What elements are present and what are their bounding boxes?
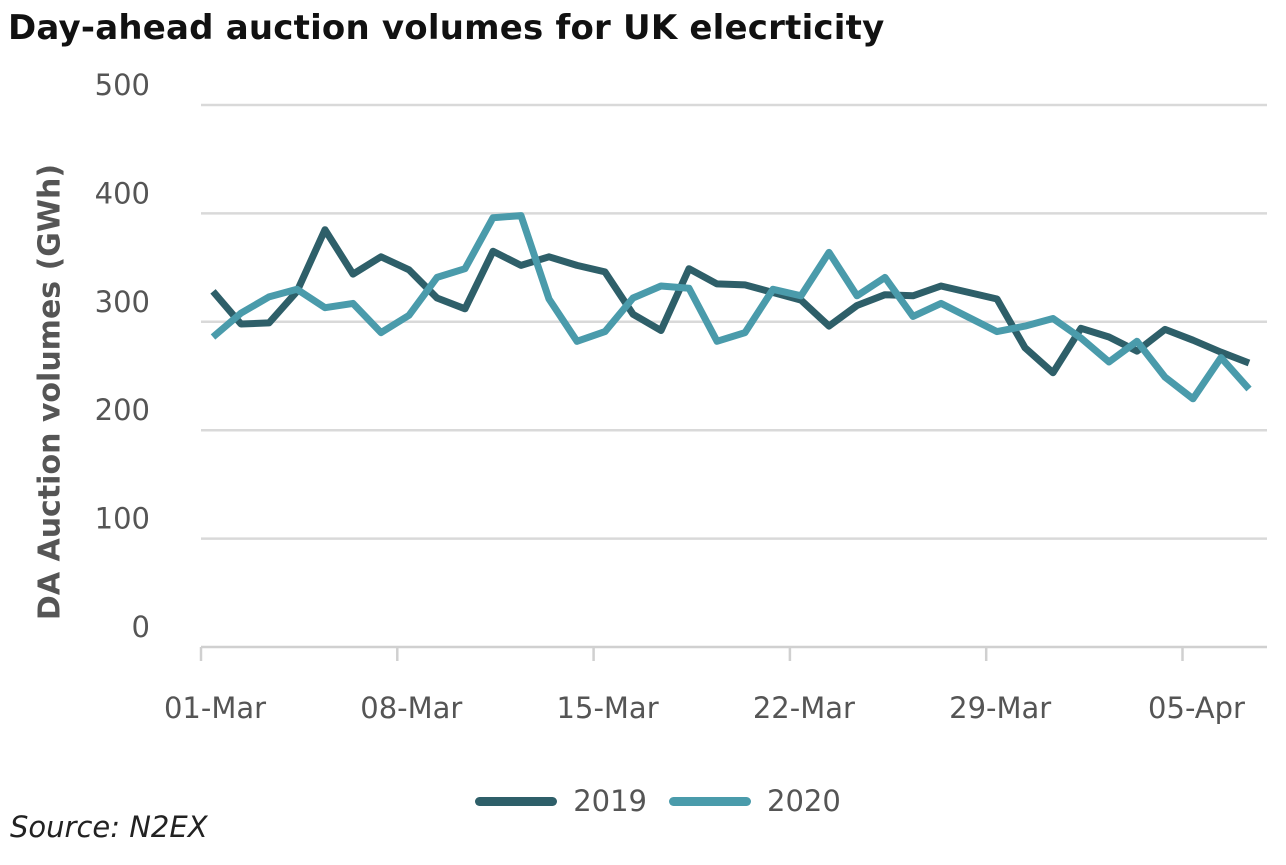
legend-label-2020: 2020: [767, 784, 841, 818]
x-tick-label: 29-Mar: [949, 691, 1051, 725]
x-tick-label: 15-Mar: [557, 691, 659, 725]
chart-title: Day-ahead auction volumes for UK elecrti…: [8, 8, 885, 48]
legend-swatch-2019: [475, 796, 558, 806]
x-tick-label: 05-Apr: [1148, 691, 1245, 725]
x-tick-label: 01-Mar: [164, 691, 266, 725]
y-tick-label: 100: [95, 502, 150, 536]
legend-swatch-2020: [669, 796, 751, 806]
y-tick-label: 300: [95, 285, 150, 319]
y-axis-title: DA Auction volumes (GWh): [33, 164, 68, 620]
legend-label-2019: 2019: [573, 784, 647, 818]
legend-item-2020: 2020: [669, 784, 841, 818]
y-tick-label: 500: [95, 68, 150, 102]
y-axis-ticks: 0 100 200 300 400 500: [95, 68, 150, 644]
x-axis-ticks: 01-Mar 08-Mar 15-Mar 22-Mar 29-Mar 05-Apr: [164, 647, 1245, 725]
y-tick-label: 400: [95, 176, 150, 210]
x-tick-label: 22-Mar: [753, 691, 855, 725]
gridlines: [201, 103, 1267, 540]
series-line-2020: [210, 212, 1252, 403]
y-tick-label: 200: [95, 393, 150, 427]
legend-item-2019: 2019: [475, 784, 647, 818]
legend: 2019 2020: [0, 784, 1286, 818]
series-lines: [210, 212, 1252, 403]
source-note: Source: N2EX: [10, 810, 208, 844]
y-tick-label: 0: [132, 610, 150, 644]
x-tick-label: 08-Mar: [360, 691, 462, 725]
